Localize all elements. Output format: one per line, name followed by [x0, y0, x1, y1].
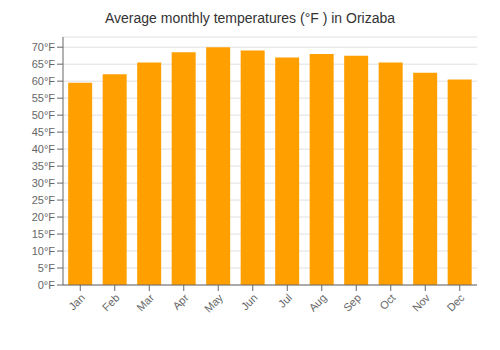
- svg-text:50°F: 50°F: [32, 109, 56, 121]
- svg-text:May: May: [202, 291, 226, 315]
- svg-text:5°F: 5°F: [38, 262, 56, 274]
- svg-text:Apr: Apr: [170, 291, 191, 312]
- svg-text:10°F: 10°F: [32, 245, 56, 257]
- svg-text:30°F: 30°F: [32, 177, 56, 189]
- svg-text:Feb: Feb: [100, 291, 122, 313]
- svg-text:0°F: 0°F: [38, 279, 56, 291]
- svg-text:Dec: Dec: [444, 291, 467, 314]
- svg-text:35°F: 35°F: [32, 160, 56, 172]
- svg-text:25°F: 25°F: [32, 194, 56, 206]
- svg-text:45°F: 45°F: [32, 126, 56, 138]
- svg-text:Jan: Jan: [66, 291, 87, 312]
- html-text:Average monthly temperatures (: Average monthly temperatures (°F ) in Or…: [104, 10, 396, 26]
- svg-text:Mar: Mar: [134, 291, 156, 313]
- svg-text:65°F: 65°F: [32, 58, 56, 70]
- svg-text:Jul: Jul: [276, 291, 294, 309]
- svg-text:Jun: Jun: [239, 291, 260, 312]
- svg-text:Oct: Oct: [377, 291, 398, 312]
- svg-text:40°F: 40°F: [32, 143, 56, 155]
- svg-text:60°F: 60°F: [32, 75, 56, 87]
- svg-text:Nov: Nov: [410, 291, 433, 314]
- svg-text:Aug: Aug: [306, 291, 328, 313]
- svg-text:20°F: 20°F: [32, 211, 56, 223]
- svg-text:55°F: 55°F: [32, 92, 56, 104]
- svg-text:70°F: 70°F: [32, 41, 56, 53]
- svg-text:15°F: 15°F: [32, 228, 56, 240]
- svg-text:Sep: Sep: [341, 291, 363, 313]
